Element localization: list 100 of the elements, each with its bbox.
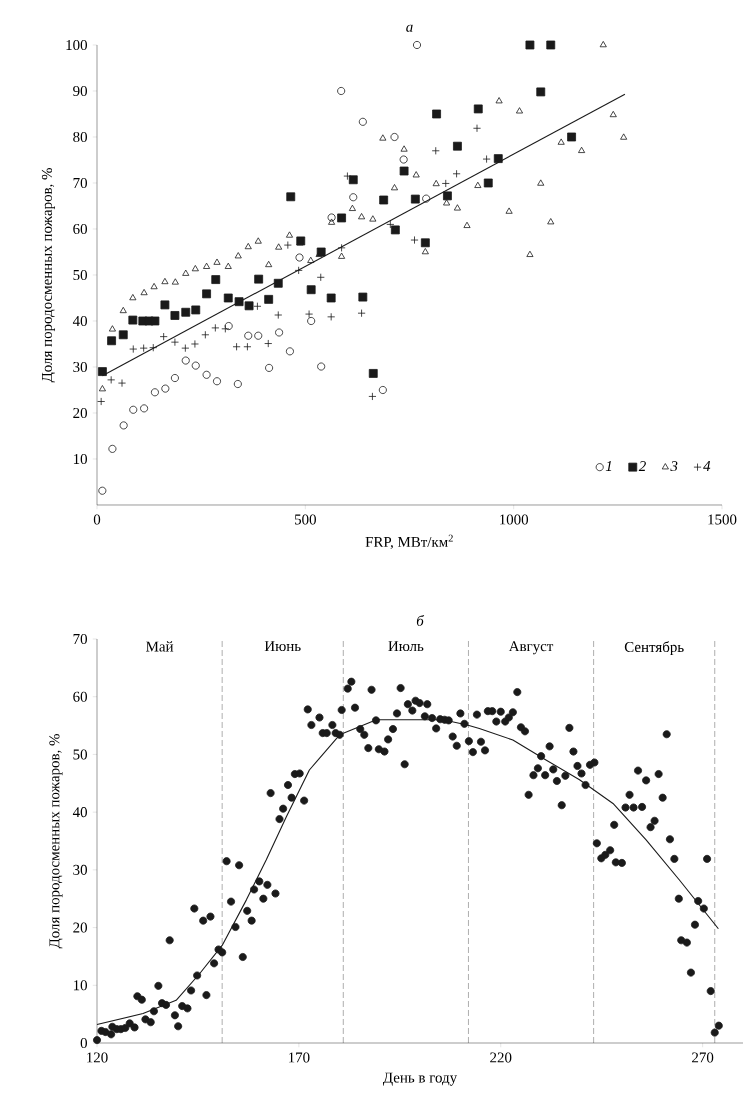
point [253,302,262,311]
y-tick-label: 40 [72,807,87,818]
y-tick-label: 30 [73,864,87,875]
y-tick-label: 20 [73,407,87,419]
point [161,384,170,393]
point [244,331,253,340]
point [160,300,170,310]
point [265,260,273,268]
x-tick-label: 270 [692,1052,714,1063]
point [264,339,273,348]
point [441,179,450,188]
point [432,179,440,187]
point [170,374,179,383]
point [327,213,336,222]
point [379,134,387,141]
point [420,238,430,248]
point [285,347,294,356]
point [150,388,159,397]
point [578,146,586,153]
annotation: Май [146,641,174,652]
point [275,328,284,337]
point [181,344,190,353]
point [546,40,556,50]
point [557,138,565,145]
point [107,336,116,346]
point [378,385,387,394]
point [307,316,316,325]
point [295,253,304,262]
point [150,282,158,290]
point [274,311,283,320]
point [211,323,220,332]
point [453,141,462,151]
point [273,278,283,288]
x-tick-label: 0 [93,514,101,525]
x-tick-label: 1000 [500,514,529,525]
point [493,154,503,164]
point [224,262,232,269]
point [443,199,451,206]
point [191,305,201,315]
point [129,345,138,354]
point [97,397,106,406]
point [536,87,546,97]
point [140,288,148,296]
point [243,342,252,351]
point [349,193,358,202]
point [129,293,137,301]
point [294,266,303,275]
point [107,375,116,384]
x-tick-label: 170 [288,1052,310,1063]
point [285,231,294,238]
point [358,292,368,302]
point [98,486,107,495]
y-tick-label: 40 [72,315,87,327]
point [412,171,420,178]
point [368,369,378,378]
point [348,204,356,211]
point [422,194,431,203]
point [128,315,138,325]
point [443,191,452,201]
point [368,392,377,401]
point [316,273,325,282]
point [327,312,336,321]
y-axis-title: Доля породосменных пожаров, % [41,168,55,383]
point [190,339,199,348]
chart-title: а [406,24,413,32]
point [211,275,221,284]
point [526,250,534,257]
x-tick-label: 220 [490,1052,512,1063]
legend-label: 3 [670,461,678,472]
point [181,356,190,365]
point [244,242,252,250]
point [599,40,607,48]
legend-label: 4 [703,461,711,471]
point [348,175,358,185]
annotation: Сентябрь [624,641,684,656]
point [390,132,399,141]
point [482,155,491,164]
y-tick-label: 50 [73,749,87,760]
point [118,330,128,340]
point [337,213,346,223]
point [328,218,336,225]
point [620,133,628,140]
y-tick-label: 60 [73,691,87,702]
annotation: Август [508,641,554,655]
point [453,204,461,211]
y-tick-label: 60 [73,223,87,235]
point [108,325,116,332]
point [139,344,148,353]
point [254,274,264,284]
point [390,184,399,191]
point [233,380,242,389]
point [413,40,421,49]
point [203,262,211,269]
point [305,310,314,319]
point [191,361,200,370]
point [473,124,482,133]
point [358,117,367,126]
point [201,330,210,339]
point [244,301,254,311]
y-tick-label: 80 [73,131,87,143]
